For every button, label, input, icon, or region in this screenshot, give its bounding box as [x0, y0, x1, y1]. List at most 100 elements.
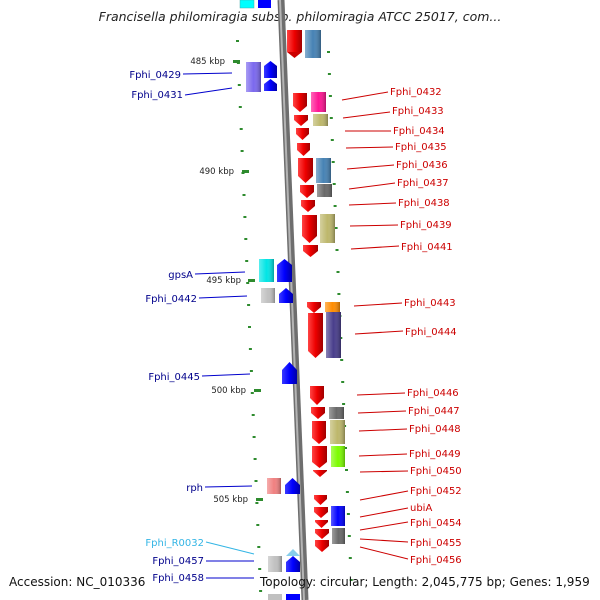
label-fphi-0429[interactable]: Fphi_0429	[129, 70, 181, 81]
gene-fphi-0450[interactable]	[313, 470, 327, 477]
gene-fphi-0431[interactable]	[264, 61, 277, 91]
tick-dot	[333, 205, 337, 207]
label-fphi-0433[interactable]: Fphi_0433	[392, 106, 444, 117]
footer-summary: Topology: circular; Length: 2,045,775 bp…	[260, 575, 590, 589]
partial-genes-top	[239, 0, 321, 58]
label-fphi-0448[interactable]: Fphi_0448	[409, 424, 461, 435]
label-fphi-0456[interactable]: Fphi_0456	[410, 555, 462, 566]
tick-label-505: 505 kbp	[213, 495, 248, 505]
label-fphi-0435[interactable]: Fphi_0435	[395, 142, 447, 153]
gene-fphi-0441[interactable]	[303, 245, 318, 257]
label-fphi-0446[interactable]: Fphi_0446	[407, 388, 459, 399]
label-fphi-0439[interactable]: Fphi_0439	[400, 220, 452, 231]
tick-dot	[259, 590, 263, 592]
gene-fphi-0452[interactable]	[314, 495, 327, 505]
tick-mark-490	[242, 170, 249, 173]
label-fphi-0444[interactable]: Fphi_0444	[405, 327, 457, 338]
label-fphi-0452[interactable]: Fphi_0452	[410, 486, 462, 497]
gene-fphi-0446[interactable]	[310, 386, 324, 405]
topology-separator: ;	[364, 575, 369, 589]
label-leaders-left	[182, 72, 254, 579]
tick-dot	[257, 546, 261, 548]
tick-dot	[250, 392, 254, 394]
gene-fphi-0456[interactable]	[315, 540, 329, 552]
label-rph[interactable]: rph	[186, 483, 203, 494]
label-fphi-0454[interactable]: Fphi_0454	[410, 518, 462, 529]
label-fphi-0455[interactable]: Fphi_0455	[410, 538, 462, 549]
label-fphi-0447[interactable]: Fphi_0447	[408, 406, 460, 417]
tick-dot	[240, 150, 244, 152]
label-ubia[interactable]: ubiA	[410, 503, 432, 514]
label-fphi-0438[interactable]: Fphi_0438	[398, 198, 450, 209]
gene-fphi-0457[interactable]	[268, 556, 282, 572]
tick-dot	[256, 524, 260, 526]
label-fphi-0436[interactable]: Fphi_0436	[396, 160, 448, 171]
label-fphi-0445[interactable]: Fphi_0445	[148, 372, 200, 383]
kbp-ticks: 485 kbp 490 kbp 495 kbp 500 kbp 505 kbp	[190, 57, 263, 505]
footer-accession: Accession: NC_010336	[9, 575, 145, 589]
tick-dot	[327, 73, 331, 75]
tick-dot	[331, 161, 335, 163]
label-fphi-0434[interactable]: Fphi_0434	[393, 126, 445, 137]
gene-fphi-0429[interactable]	[246, 62, 261, 92]
gene-fphi-0434[interactable]	[296, 128, 309, 140]
gene-ubia[interactable]	[314, 506, 345, 526]
genes-label: Genes:	[509, 575, 552, 589]
topology-value: circular	[319, 575, 365, 589]
gene-fphi-0448[interactable]	[312, 420, 345, 444]
label-fphi-0432[interactable]: Fphi_0432	[390, 87, 442, 98]
gene-fphi-0454[interactable]	[315, 520, 328, 528]
gene-fphi-0438[interactable]	[301, 200, 315, 212]
gene-fphi-0433[interactable]	[294, 114, 328, 126]
tick-label-500: 500 kbp	[211, 386, 246, 396]
map-title: Francisella philomiragia subsp. philomir…	[98, 9, 502, 24]
tick-dot	[246, 282, 250, 284]
gene-fphi-0447[interactable]	[311, 407, 344, 419]
gene-fphi-0455[interactable]	[315, 528, 345, 544]
gene-labels-right: Fphi_0432 Fphi_0433 Fphi_0434 Fphi_0435 …	[390, 87, 462, 566]
label-fphi-0441[interactable]: Fphi_0441	[401, 242, 453, 253]
tick-mark-505	[256, 498, 263, 501]
label-gpsa[interactable]: gpsA	[168, 270, 193, 281]
label-fphi-0450[interactable]: Fphi_0450	[410, 466, 462, 477]
label-fphi-0458[interactable]: Fphi_0458	[152, 573, 204, 584]
forward-genes	[246, 61, 300, 600]
gene-fphi-0445[interactable]	[282, 362, 297, 384]
gene-fphi-0435[interactable]	[297, 143, 310, 156]
label-fphi-0437[interactable]: Fphi_0437	[397, 178, 449, 189]
tick-dot	[237, 84, 241, 86]
tick-mark-500	[254, 389, 261, 392]
gene-fphi-r0032[interactable]	[286, 549, 300, 556]
gene-fphi-0449[interactable]	[312, 446, 345, 468]
genes-value: 1,959	[555, 575, 590, 589]
gene-fphi-0439[interactable]	[302, 214, 335, 243]
label-fphi-0443[interactable]: Fphi_0443	[404, 298, 456, 309]
tick-mark-485	[233, 60, 240, 63]
tick-dot	[242, 194, 246, 196]
tick-dot	[249, 370, 253, 372]
gene-fphi-0432[interactable]	[293, 92, 326, 112]
tick-dot	[248, 326, 251, 328]
label-fphi-0449[interactable]: Fphi_0449	[409, 449, 461, 460]
partial-genes-bottom	[268, 594, 300, 600]
gene-rph[interactable]	[267, 478, 300, 494]
tick-dot	[247, 304, 251, 306]
label-fphi-r0032[interactable]: Fphi_R0032	[145, 538, 204, 549]
gene-fphi-0437[interactable]	[300, 184, 332, 198]
tick-dot	[248, 348, 252, 350]
gene-fphi-0458[interactable]	[286, 556, 300, 572]
gene-gpsa[interactable]	[259, 259, 292, 282]
tick-dot	[330, 139, 334, 141]
gene-fphi-0443[interactable]	[307, 302, 340, 313]
tick-mark-495	[248, 279, 255, 282]
gene-fphi-0444[interactable]	[308, 312, 341, 358]
label-fphi-0431[interactable]: Fphi_0431	[131, 90, 183, 101]
tick-dot	[243, 216, 247, 218]
gene-fphi-0442[interactable]	[261, 288, 293, 303]
gene-fphi-0436[interactable]	[298, 158, 331, 183]
label-fphi-0442[interactable]: Fphi_0442	[145, 294, 197, 305]
tick-dot	[336, 271, 340, 273]
tick-dot	[245, 260, 249, 262]
label-fphi-0457[interactable]: Fphi_0457	[152, 556, 204, 567]
label-leader-rna	[205, 541, 255, 555]
